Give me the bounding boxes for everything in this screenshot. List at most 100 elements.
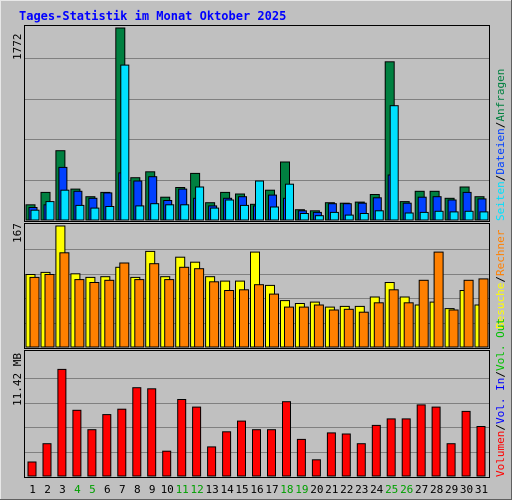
- visits-bar-rechner-day-31: [478, 278, 489, 348]
- visits-panel: [25, 225, 489, 348]
- volume-bar-volumen-day-25: [386, 418, 396, 477]
- day-label-24: 24: [370, 483, 384, 496]
- hits-series-side-label: Seiten/Dateien/Anfragen: [494, 69, 507, 221]
- hits-bar-seiten-day-1: [30, 209, 40, 221]
- hits-bar-seiten-day-31: [479, 211, 489, 221]
- visits-bar-rechner-day-26: [403, 302, 414, 348]
- day-label-31: 31: [475, 483, 488, 496]
- volume-bar-volumen-day-31: [476, 426, 486, 477]
- visits-bar-rechner-day-13: [209, 281, 220, 348]
- day-label-12: 12: [190, 483, 203, 496]
- visits-bar-rechner-day-7: [119, 262, 130, 348]
- visits-bar-rechner-day-5: [89, 282, 100, 348]
- day-label-16: 16: [250, 483, 263, 496]
- volume-bar-volumen-day-18: [282, 401, 291, 477]
- volume-bar-volumen-day-5: [87, 429, 97, 477]
- day-label-10: 10: [161, 483, 174, 496]
- volume-bar-volumen-day-2: [42, 443, 52, 477]
- visits-series-side-label: Besuche/Rechner: [494, 229, 507, 329]
- day-label-30: 30: [460, 483, 473, 496]
- volume-bar-volumen-day-3: [57, 368, 67, 477]
- day-label-8: 8: [134, 483, 141, 496]
- volume-bar-volumen-day-28: [431, 406, 441, 477]
- visits-bar-rechner-day-12: [194, 268, 205, 348]
- visits-bar-rechner-day-15: [239, 289, 249, 348]
- hits-bar-seiten-day-28: [434, 210, 444, 221]
- day-label-21: 21: [325, 483, 338, 496]
- hits-bar-seiten-day-11: [180, 204, 190, 221]
- day-label-9: 9: [149, 483, 156, 496]
- side-label-seiten: Seiten: [494, 181, 507, 221]
- hits-bar-seiten-day-27: [419, 211, 429, 221]
- volume-bar-volumen-day-14: [222, 431, 232, 477]
- hits-bar-seiten-day-14: [225, 199, 235, 221]
- side-label-anfragen: Anfragen: [494, 69, 507, 122]
- visits-bar-rechner-day-3: [59, 252, 70, 348]
- day-label-6: 6: [104, 483, 111, 496]
- hits-bar-seiten-day-17: [270, 206, 279, 221]
- day-label-13: 13: [205, 483, 218, 496]
- volume-bar-volumen-day-16: [252, 429, 261, 477]
- day-label-23: 23: [355, 483, 368, 496]
- side-label-rechner: Rechner: [494, 229, 507, 276]
- visits-bar-rechner-day-28: [433, 251, 444, 348]
- volume-series-side-label: Volumen/Vol. In/Vol. Out: [494, 318, 507, 477]
- side-label-separator: /: [494, 424, 507, 431]
- side-label-dateien: Dateien: [494, 128, 507, 174]
- volume-bar-volumen-day-29: [446, 443, 456, 477]
- day-label-26: 26: [400, 483, 413, 496]
- side-label-volumen: Volumen: [494, 431, 507, 477]
- day-label-27: 27: [415, 483, 428, 496]
- volume-bar-volumen-day-7: [117, 408, 127, 477]
- side-label-vol-in: Vol. In: [494, 378, 507, 424]
- series-side-labels: Seiten/Dateien/AnfragenBesuche/RechnerVo…: [494, 69, 507, 477]
- hits-ymax-label: 1772: [11, 34, 24, 61]
- chart-title: Tages-Statistik im Monat Oktober 2025: [19, 9, 286, 23]
- hits-bar-seiten-day-18: [285, 183, 294, 221]
- hits-bar-seiten-day-25: [389, 105, 399, 221]
- visits-bar-rechner-day-9: [149, 263, 160, 348]
- volume-bar-volumen-day-23: [356, 443, 366, 477]
- day-label-25: 25: [385, 483, 398, 496]
- hits-bar-seiten-day-3: [60, 189, 70, 221]
- volume-bar-volumen-day-17: [267, 429, 276, 477]
- visits-bar-rechner-day-4: [74, 279, 85, 348]
- day-label-14: 14: [220, 483, 234, 496]
- volume-bar-volumen-day-20: [311, 459, 321, 477]
- visits-bar-rechner-day-16: [254, 284, 264, 348]
- day-label-17: 17: [265, 483, 278, 496]
- visits-bar-rechner-day-25: [388, 289, 399, 348]
- visits-bar-rechner-day-2: [44, 274, 55, 348]
- day-label-15: 15: [235, 483, 248, 496]
- day-label-2: 2: [44, 483, 51, 496]
- visits-bar-rechner-day-21: [328, 309, 339, 348]
- volume-bar-volumen-day-10: [162, 450, 172, 477]
- day-label-3: 3: [59, 483, 66, 496]
- day-label-22: 22: [340, 483, 353, 496]
- day-label-20: 20: [310, 483, 323, 496]
- visits-bar-rechner-day-20: [313, 304, 324, 348]
- visits-bar-rechner-day-23: [358, 311, 369, 348]
- volume-bar-volumen-day-11: [177, 399, 187, 477]
- day-axis-labels: 1 2 3 4 5 6 7 8 9 10 11 12 13 14 15 16 17 18 19 20 21 22 23 24 2…: [29, 483, 488, 496]
- visits-bar-rechner-day-1: [29, 276, 40, 348]
- volume-bar-volumen-day-4: [72, 409, 82, 477]
- volume-bar-volumen-day-24: [371, 424, 381, 477]
- visits-bar-rechner-day-29: [448, 309, 459, 348]
- side-label-separator: /: [494, 276, 507, 283]
- hits-bar-seiten-day-22: [344, 214, 354, 221]
- visits-bar-rechner-day-17: [269, 293, 279, 348]
- side-label-vol-out: Vol. Out: [494, 318, 507, 371]
- hits-bar-seiten-day-30: [464, 210, 474, 221]
- side-label-separator: /: [494, 175, 507, 182]
- visits-bar-rechner-day-14: [224, 290, 235, 348]
- visits-bar-rechner-day-10: [164, 279, 175, 348]
- hits-bar-seiten-day-16: [255, 180, 264, 221]
- volume-bar-volumen-day-1: [27, 461, 37, 477]
- side-label-separator: /: [494, 122, 507, 129]
- volume-bar-volumen-day-27: [416, 404, 426, 477]
- day-label-11: 11: [176, 483, 189, 496]
- visits-bar-rechner-day-19: [298, 306, 309, 348]
- day-label-19: 19: [295, 483, 308, 496]
